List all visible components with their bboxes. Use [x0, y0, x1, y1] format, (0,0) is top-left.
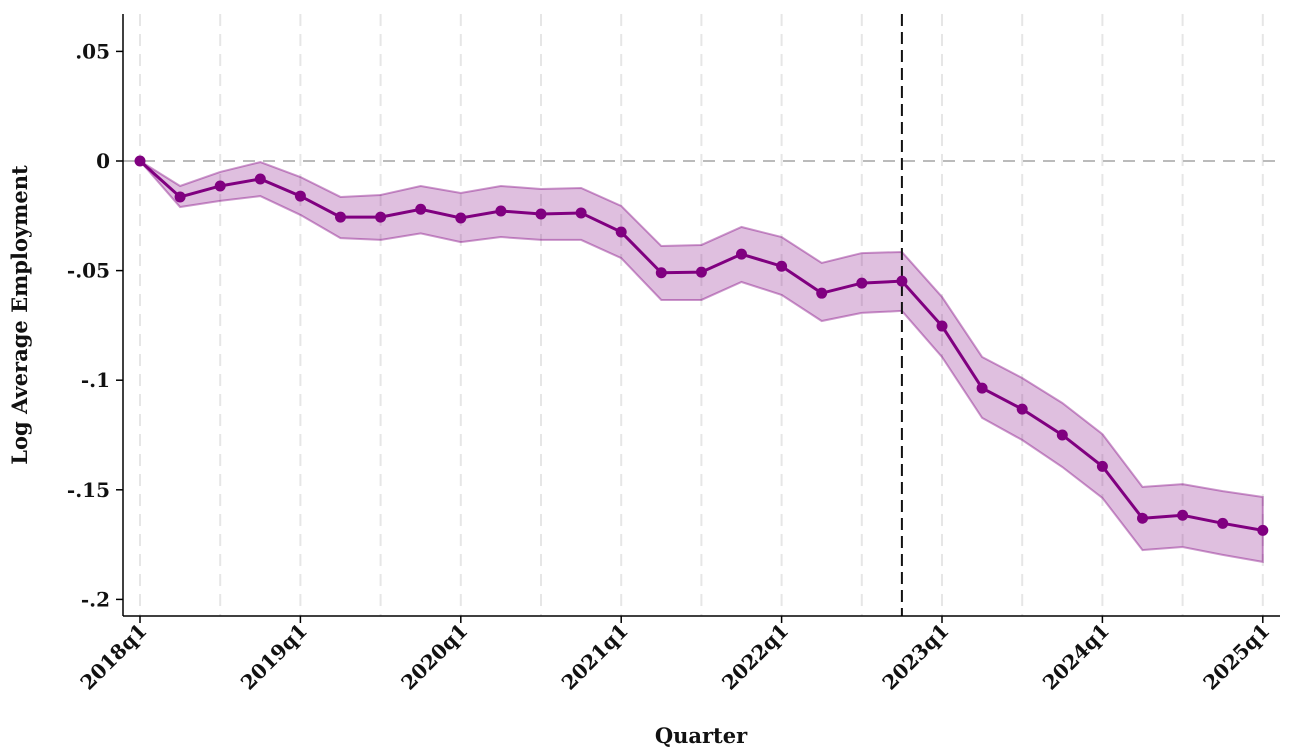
data-point	[655, 267, 667, 279]
data-point	[335, 211, 346, 223]
data-point	[1217, 517, 1229, 529]
x-tick-label: 2025q1	[1198, 619, 1274, 695]
x-tick-label: 2020q1	[396, 619, 472, 695]
grid-lines	[139, 14, 1264, 616]
data-point	[575, 207, 587, 219]
data-point	[896, 275, 908, 287]
x-axis-label: Quarter	[655, 723, 748, 748]
data-point	[695, 266, 707, 278]
series-line	[134, 155, 1269, 536]
data-point	[1016, 403, 1028, 415]
x-tick-label: 2024q1	[1038, 619, 1114, 695]
data-point	[936, 320, 948, 332]
x-tick-label: 2022q1	[717, 619, 793, 695]
data-point	[856, 277, 868, 289]
x-tick-label: 2019q1	[236, 619, 312, 695]
y-tick-label: -.05	[67, 259, 110, 283]
data-point	[134, 155, 146, 167]
data-point	[214, 180, 226, 192]
data-point	[1056, 429, 1068, 441]
data-point	[294, 190, 306, 202]
y-tick-label: -.2	[81, 587, 110, 611]
data-point	[535, 208, 547, 220]
data-point	[495, 205, 507, 217]
reference-lines	[123, 14, 1280, 616]
x-tick-label: 2021q1	[557, 619, 633, 695]
axes: .05 0 -.05 -.1 -.15 -.2 2018q1 2019q1 2020q1 2021…	[67, 14, 1280, 695]
data-point	[1177, 509, 1189, 521]
data-point	[1257, 524, 1269, 536]
data-point	[615, 226, 627, 238]
y-tick-label: 0	[96, 149, 110, 173]
data-point	[174, 191, 186, 203]
data-point	[976, 382, 988, 394]
data-point	[415, 203, 427, 215]
y-tick-label: -.15	[67, 478, 110, 502]
data-point	[375, 211, 387, 223]
y-axis-label: Log Average Employment	[7, 165, 32, 465]
x-tick-label: 2018q1	[75, 619, 151, 695]
data-point	[254, 173, 266, 185]
data-point	[816, 287, 828, 299]
x-tick-label: 2023q1	[877, 619, 953, 695]
data-point	[455, 212, 467, 224]
data-point	[1137, 512, 1148, 524]
y-tick-label: .05	[75, 39, 110, 63]
data-point	[776, 260, 788, 272]
y-tick-label: -.1	[81, 368, 110, 392]
data-point	[736, 248, 747, 260]
data-point	[1096, 460, 1108, 472]
